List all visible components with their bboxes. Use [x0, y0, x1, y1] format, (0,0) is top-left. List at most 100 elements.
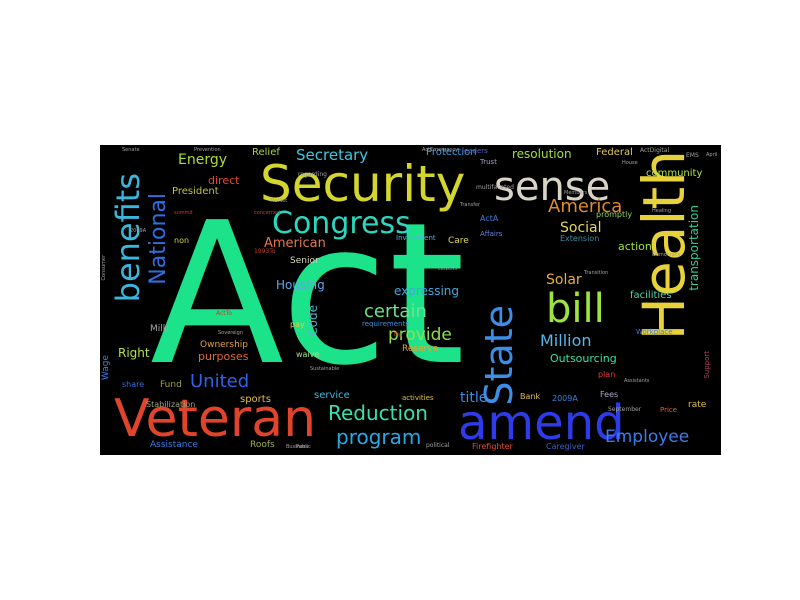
word: Workplace [636, 328, 673, 336]
word: 1993To [254, 248, 276, 255]
word: program [336, 425, 422, 449]
word: Assistants [624, 378, 650, 384]
word: 2009A [130, 228, 147, 234]
word: ActTo [216, 310, 232, 317]
word: Social [560, 220, 602, 236]
word: Solar [546, 272, 582, 288]
word: Employee [605, 427, 690, 447]
word: Relief [252, 147, 280, 158]
word: EMS [686, 152, 699, 159]
word: transportation [687, 205, 701, 291]
word: Milk [150, 324, 168, 334]
word: Price [660, 406, 678, 414]
word: plan [598, 370, 616, 379]
word: Democracy [652, 252, 681, 258]
word: Big [394, 332, 402, 338]
word: Support [703, 351, 711, 379]
word: Healing [652, 208, 672, 214]
word: activities [402, 394, 434, 402]
word: Roofs [250, 440, 275, 450]
word: resolution [512, 147, 572, 161]
word: political [426, 442, 450, 449]
word: Consumer [101, 255, 107, 281]
word: leaders [462, 147, 488, 155]
word: Wage [101, 355, 111, 381]
word: Prevention [194, 147, 221, 153]
word: Transfer [460, 202, 481, 208]
word-cloud: Act Security Health Veteran amend sense … [100, 145, 721, 455]
word: purposes [198, 350, 249, 363]
word: Million [540, 331, 592, 350]
word: Outsourcing [550, 352, 617, 365]
word: benefits [109, 173, 147, 303]
word: American [264, 236, 326, 251]
word: provide [388, 325, 452, 345]
word: amend [458, 395, 625, 451]
word: citizens [438, 266, 457, 272]
word: President [172, 186, 219, 197]
word: House [622, 160, 638, 166]
word: Code [306, 305, 320, 336]
word: September [608, 406, 642, 413]
word: Trust [480, 158, 497, 166]
word: Security [260, 155, 466, 213]
word: Extension [560, 234, 600, 243]
word: Veteran [114, 389, 317, 449]
word: community [646, 168, 703, 179]
word: Caregiver [546, 442, 585, 451]
word: Transition [584, 270, 609, 276]
word: summit [174, 210, 193, 216]
word: Market [270, 198, 288, 204]
word: Firefighter [472, 442, 513, 451]
word: Members [564, 190, 588, 196]
word: sports [240, 394, 271, 405]
word: non [174, 236, 190, 245]
word: Energy [178, 152, 228, 168]
word: rate [688, 400, 707, 410]
word: Congress [272, 206, 411, 241]
word: ActEmergency [422, 147, 459, 153]
word: waive [296, 350, 320, 359]
word: Assistance [150, 440, 198, 450]
word: multifaceted [476, 184, 514, 191]
word: share [122, 380, 145, 389]
word: facilities [630, 290, 672, 301]
word: Bank [520, 392, 541, 401]
word: pay [290, 320, 305, 329]
word: America [548, 196, 623, 217]
word: 2009A [552, 394, 578, 403]
word: Investment [396, 234, 436, 242]
word: Senate [122, 147, 140, 153]
word: Affairs [480, 230, 503, 238]
word: action [618, 240, 652, 253]
word: Public [296, 444, 311, 450]
word: service [314, 390, 350, 401]
word: Reserve [402, 344, 439, 354]
word: Reduction [328, 401, 428, 425]
word: April [706, 152, 718, 158]
word: Federal [596, 147, 633, 158]
word: promptly [596, 210, 633, 219]
word: Ownership [200, 340, 248, 350]
word: Senior [290, 256, 319, 266]
word: United [190, 371, 250, 392]
word: Fees [600, 390, 619, 399]
word: sense [494, 164, 611, 210]
word: certain [364, 301, 427, 322]
word: Business [286, 444, 309, 450]
word: requirements [362, 320, 409, 328]
word: Fund [160, 380, 182, 390]
word: title [460, 390, 488, 406]
word: bill [546, 286, 605, 332]
word: concerned [254, 210, 281, 216]
word: Sustainable [310, 366, 340, 372]
word: ActDigital [640, 147, 670, 154]
word: Housing [276, 278, 325, 292]
word: Stabilization [146, 400, 196, 409]
word: Care [448, 236, 469, 246]
word: Secretary [296, 146, 369, 164]
word: Right [118, 346, 150, 360]
word: expressing [394, 284, 460, 298]
word: regarding [298, 171, 327, 178]
word: ActA [480, 214, 499, 223]
